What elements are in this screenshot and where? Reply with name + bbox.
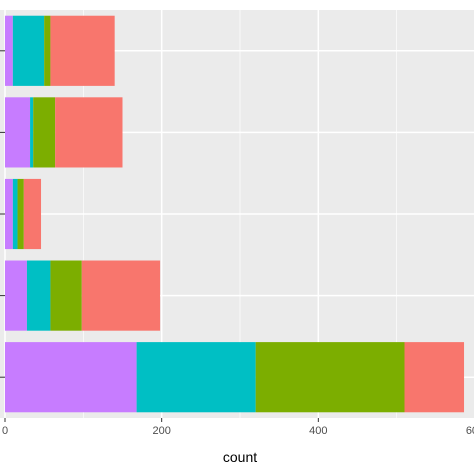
bars: [5, 15, 465, 413]
bar-segment-row-1-series-3: [44, 15, 51, 86]
bar-segment-row-5-series-4: [404, 342, 465, 413]
bar-segment-row-4-series-1: [5, 260, 27, 331]
bar-segment-row-3-series-4: [23, 178, 42, 250]
bar-segment-row-2-series-1: [5, 97, 31, 168]
bar-segment-row-5-series-1: [5, 342, 137, 413]
bar-segment-row-4-series-2: [26, 260, 51, 331]
bar-segment-row-3-series-1: [5, 178, 13, 250]
bar-segment-row-4-series-4: [81, 260, 161, 331]
x-tick-label: 0: [2, 425, 8, 437]
bar-segment-row-1-series-1: [5, 15, 13, 86]
bar-segment-row-5-series-3: [255, 342, 405, 413]
bar-segment-row-1-series-4: [50, 15, 115, 86]
x-tick-label: 200: [152, 425, 170, 437]
bar-segment-row-2-series-4: [55, 97, 123, 168]
bar-segment-row-4-series-3: [50, 260, 82, 331]
bar-segment-row-5-series-2: [136, 342, 256, 413]
bar-segment-row-1-series-2: [12, 15, 45, 86]
x-tick-label: 600: [466, 425, 474, 437]
bar-segment-row-2-series-3: [33, 97, 56, 168]
bar-segment-row-3-series-3: [17, 178, 24, 250]
x-axis-title: count: [223, 449, 257, 465]
bar-segment-row-3-series-2: [12, 178, 18, 250]
bar-segment-row-2-series-2: [30, 97, 34, 168]
x-axis-ticks: 0 200 400 600: [0, 50, 474, 437]
x-tick-label: 400: [309, 425, 327, 437]
